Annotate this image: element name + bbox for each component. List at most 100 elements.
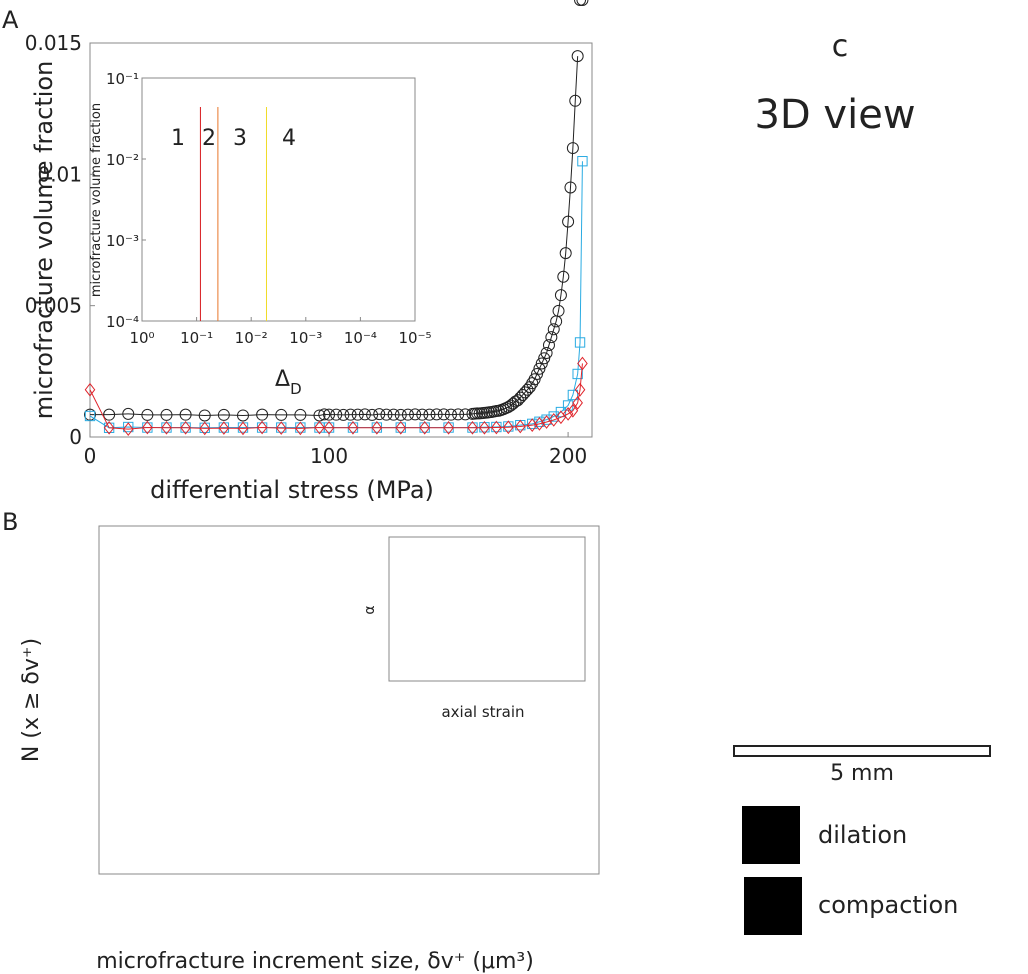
inset-a-x-axis-label-main: Δ [275, 367, 290, 392]
data-point-cumulative [416, 408, 429, 421]
x-tick-label: 10⁻³ [289, 329, 322, 347]
data-point-closing [323, 420, 335, 435]
data-point-cumulative [545, 331, 558, 344]
data-point-closing [503, 420, 514, 435]
y-tick-label: 10⁻¹ [106, 70, 139, 88]
data-point-cumulative [103, 408, 116, 421]
y-tick-label: 0.01 [37, 162, 82, 186]
regime-label: 1 [171, 126, 185, 151]
data-point-closing [562, 407, 574, 421]
data-point-closing [491, 420, 502, 435]
y-tick-label: 0.005 [25, 294, 82, 318]
data-point-cumulative [401, 408, 414, 421]
x-tick-label: 10⁰ [129, 329, 154, 347]
x-tick-label: 0 [84, 444, 97, 468]
scale-bar-label: 5 mm [830, 761, 894, 786]
data-point-cumulative [533, 362, 546, 375]
regime-label: 3 [233, 126, 247, 151]
data-point-closing [218, 421, 230, 435]
data-point-closing [567, 403, 579, 418]
data-point-closing [161, 420, 172, 435]
data-point-cumulative [373, 408, 386, 421]
data-point-cumulative [437, 408, 450, 421]
data-point-closing [295, 421, 306, 436]
y-tick-label: 10⁻² [106, 151, 139, 169]
data-point-cumulative [318, 408, 331, 421]
data-point-cumulative [459, 408, 472, 421]
x-tick-label: 10⁻⁴ [344, 329, 377, 347]
data-point-closing [142, 420, 153, 435]
inset-b-x-axis-label: axial strain [441, 703, 524, 721]
data-point-closing [443, 420, 454, 435]
x-tick-label: 10⁻⁵ [398, 329, 431, 347]
data-point-cumulative [564, 181, 577, 194]
data-point-closing [371, 420, 383, 435]
data-point-cumulative [236, 409, 249, 422]
panel-a: A 0 100 200 0 0.005 0.01 0.015 differential st… [2, 0, 593, 504]
panel-a-y-axis-label: microfracture volume fraction [30, 61, 58, 420]
data-point-cumulative [409, 408, 422, 421]
data-point-closing [314, 420, 325, 435]
data-point-closing [84, 382, 96, 397]
data-point-closing [199, 421, 211, 436]
data-point-closing [572, 395, 583, 410]
y-tick-label: 0 [69, 425, 82, 449]
data-point-closing [577, 356, 588, 371]
panel-a-series [84, 0, 589, 436]
data-point-closing [103, 420, 115, 435]
data-point-closing [395, 420, 407, 435]
data-point-cumulative [387, 408, 400, 421]
data-point-cumulative [294, 408, 307, 421]
data-point-growth [574, 337, 586, 348]
data-point-cumulative [547, 323, 560, 336]
data-point-growth [555, 406, 567, 418]
panel-a-label: A [2, 6, 19, 34]
data-point-cumulative [576, 0, 589, 6]
data-point-cumulative [256, 408, 269, 421]
y-tick-label: 10⁻⁴ [106, 313, 139, 331]
panel-a-ticks: 0 100 200 0 0.005 0.01 0.015 [25, 31, 587, 468]
data-point-cumulative [430, 408, 443, 421]
panel-b: B microfracture increment size, δv⁺ (μm³… [2, 508, 600, 974]
inset-a-x-axis-label-sub: D [290, 380, 302, 398]
panel-b-y-axis-label: N (x ≥ δv⁺) [19, 638, 44, 762]
scale-bar [733, 745, 991, 757]
data-point-growth [572, 368, 583, 380]
legend-swatch-compaction [744, 877, 802, 935]
data-point-closing [514, 419, 526, 434]
data-point-closing [574, 382, 586, 397]
data-point-cumulative [323, 408, 336, 421]
data-point-closing [419, 420, 430, 435]
panel-a-inset: 10⁰ 10⁻¹ 10⁻² 10⁻³ 10⁻⁴ 10⁻⁵10⁻⁴10⁻³10⁻²10⁻¹ … [89, 70, 432, 398]
data-point-closing [479, 420, 490, 435]
data-point-closing [122, 422, 134, 436]
data-point-cumulative [571, 50, 584, 63]
data-point-cumulative [444, 408, 457, 421]
x-tick-label: 100 [310, 444, 348, 468]
data-point-cumulative [452, 408, 465, 421]
data-point-cumulative [540, 346, 553, 359]
data-point-cumulative [217, 408, 230, 421]
data-point-cumulative [351, 408, 364, 421]
data-point-cumulative [275, 408, 288, 421]
data-point-cumulative [160, 408, 173, 421]
y-tick-label: 10⁻³ [106, 232, 139, 250]
data-point-cumulative [528, 373, 541, 386]
data-point-cumulative [531, 367, 544, 380]
data-point-cumulative [141, 408, 154, 421]
data-point-cumulative [358, 408, 371, 421]
x-tick-label: 10⁻² [235, 329, 268, 347]
data-point-cumulative [535, 357, 548, 370]
data-point-closing [275, 421, 287, 435]
x-tick-label: 200 [549, 444, 587, 468]
data-point-growth [84, 410, 96, 422]
data-point-cumulative [542, 339, 555, 352]
data-point-closing [347, 420, 359, 435]
inset-a-y-axis-label: microfracture volume fraction [89, 103, 104, 297]
data-point-growth [577, 156, 588, 167]
x-tick-label: 10⁻¹ [180, 329, 213, 347]
legend-swatch-dilation [742, 806, 800, 864]
data-point-cumulative [562, 215, 575, 228]
